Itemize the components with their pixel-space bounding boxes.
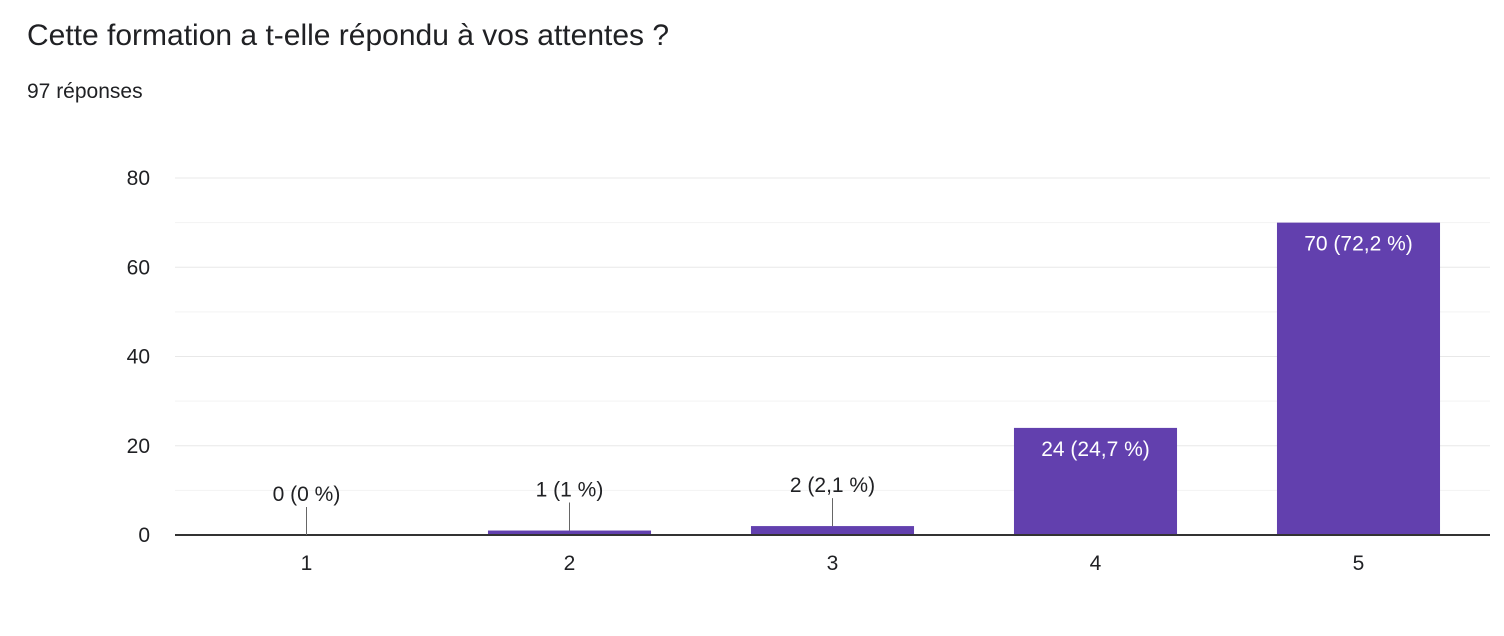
data-label-1: 0 (0 %) (273, 483, 341, 506)
bars (487, 222, 1441, 535)
x-tick-label: 3 (827, 552, 839, 575)
x-tick-label: 2 (564, 552, 576, 575)
data-label-5: 70 (72,2 %) (1304, 233, 1413, 256)
y-tick-label: 0 (138, 524, 150, 547)
data-label-2: 1 (1 %) (536, 479, 604, 502)
bar-2 (487, 530, 652, 535)
data-label-4: 24 (24,7 %) (1041, 438, 1150, 461)
bar-5 (1276, 222, 1441, 535)
bar-4 (1013, 427, 1178, 535)
data-label-3: 2 (2,1 %) (790, 474, 875, 497)
response-count: 97 réponses (27, 80, 143, 103)
axes: 0 20 40 60 80 1 2 3 4 5 (127, 167, 1490, 575)
y-tick-label: 80 (127, 167, 150, 190)
y-tick-label: 40 (127, 346, 150, 369)
y-tick-label: 60 (127, 256, 150, 279)
data-labels: 0 (0 %) 1 (1 %) 2 (2,1 %) 24 (24,7 %) 70 (72… (273, 233, 1413, 535)
x-tick-label: 1 (301, 552, 313, 575)
x-tick-label: 4 (1090, 552, 1102, 575)
grid-lines (175, 177, 1490, 491)
bar-3 (750, 526, 915, 535)
y-tick-label: 20 (127, 435, 150, 458)
x-tick-label: 5 (1353, 552, 1365, 575)
question-title: Cette formation a t-elle répondu à vos a… (27, 19, 670, 52)
